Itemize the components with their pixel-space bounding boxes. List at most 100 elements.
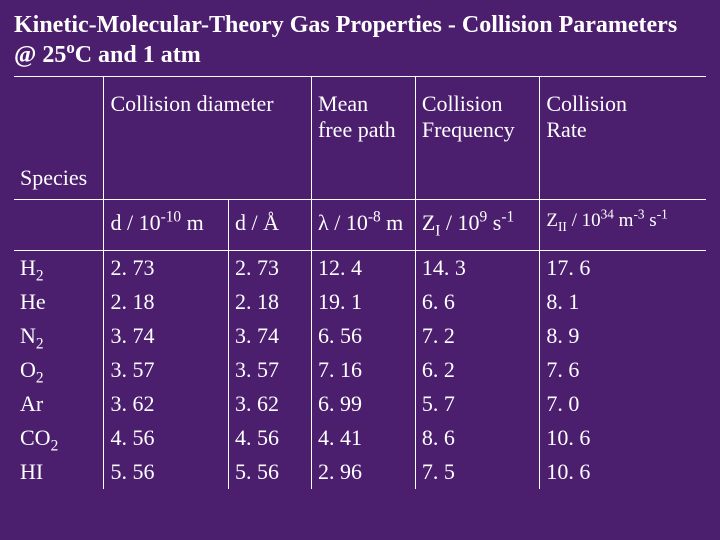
zii-mid3: s — [645, 210, 657, 231]
zi-prefix: Z — [422, 210, 435, 235]
cell-d-m: 2. 73 — [104, 251, 229, 286]
cell-zi: 7. 2 — [415, 319, 540, 353]
cell-species: HI — [14, 455, 104, 489]
cell-zii: 10. 6 — [540, 421, 706, 455]
cr-l2: Rate — [546, 117, 586, 142]
zii-prefix: Z — [546, 210, 558, 231]
title-line1: Kinetic-Molecular-Theory Gas Properties … — [14, 12, 677, 38]
units-lambda: λ / 10-8 m — [312, 200, 416, 251]
cell-zi: 14. 3 — [415, 251, 540, 286]
units-row: d / 10-10 m d / Å λ / 10-8 m ZI / 109 s-… — [14, 200, 706, 251]
units-zii: ZII / 1034 m-3 s-1 — [540, 200, 706, 251]
cell-zii: 7. 6 — [540, 353, 706, 387]
cell-zii: 8. 9 — [540, 319, 706, 353]
table-body: H22. 732. 7312. 414. 317. 6He2. 182. 181… — [14, 251, 706, 490]
lambda-sym: λ — [318, 210, 329, 235]
table-row: O23. 573. 577. 166. 27. 6 — [14, 353, 706, 387]
cell-zii: 10. 6 — [540, 455, 706, 489]
dm-prefix: d / 10 — [110, 210, 160, 235]
table-row: H22. 732. 7312. 414. 317. 6 — [14, 251, 706, 286]
table-row: He2. 182. 1819. 16. 68. 1 — [14, 285, 706, 319]
cell-lambda: 12. 4 — [312, 251, 416, 286]
table-row: CO24. 564. 564. 418. 610. 6 — [14, 421, 706, 455]
blank-under-cr — [540, 157, 706, 200]
title-line2-prefix: @ 25 — [14, 42, 66, 68]
cr-l1: Collision — [546, 91, 627, 116]
zii-mid2: m — [614, 210, 634, 231]
cell-species: N2 — [14, 319, 104, 353]
cell-d-m: 3. 74 — [104, 319, 229, 353]
cell-species: CO2 — [14, 421, 104, 455]
header-collision-frequency: Collision Frequency — [415, 77, 540, 158]
cell-d-m: 4. 56 — [104, 421, 229, 455]
lambda-mid: / 10 — [329, 210, 368, 235]
cf-l2: Frequency — [422, 117, 515, 142]
zi-suffix: s — [487, 210, 501, 235]
header-collision-diameter: Collision diameter — [104, 77, 312, 158]
cell-zi: 8. 6 — [415, 421, 540, 455]
lambda-suffix: m — [381, 210, 404, 235]
species-label-row: Species — [14, 157, 706, 200]
cell-lambda: 19. 1 — [312, 285, 416, 319]
cell-zi: 6. 6 — [415, 285, 540, 319]
cell-species: He — [14, 285, 104, 319]
cell-species: O2 — [14, 353, 104, 387]
table-row: N23. 743. 746. 567. 28. 9 — [14, 319, 706, 353]
dm-suffix: m — [181, 210, 204, 235]
header-group-row: Collision diameter Mean free path Collis… — [14, 77, 706, 158]
cell-d-a: 4. 56 — [229, 421, 312, 455]
table-row: HI5. 565. 562. 967. 510. 6 — [14, 455, 706, 489]
header-species: Species — [14, 157, 104, 200]
cell-lambda: 4. 41 — [312, 421, 416, 455]
cell-lambda: 6. 99 — [312, 387, 416, 421]
cell-species: H2 — [14, 251, 104, 286]
slide: Kinetic-Molecular-Theory Gas Properties … — [0, 0, 720, 540]
cell-zi: 6. 2 — [415, 353, 540, 387]
header-empty — [14, 77, 104, 158]
cell-zii: 7. 0 — [540, 387, 706, 421]
blank-under-diameter — [104, 157, 312, 200]
cf-l1: Collision — [422, 91, 503, 116]
collision-table: Collision diameter Mean free path Collis… — [14, 76, 706, 489]
mfp-l1: Mean — [318, 91, 368, 116]
header-collision-rate: Collision Rate — [540, 77, 706, 158]
cell-d-a: 3. 74 — [229, 319, 312, 353]
zi-mid: / 10 — [440, 210, 479, 235]
units-zi: ZI / 109 s-1 — [415, 200, 540, 251]
dm-exp: -10 — [161, 209, 182, 226]
cell-zii: 8. 1 — [540, 285, 706, 319]
units-d-m: d / 10-10 m — [104, 200, 229, 251]
blank-under-mfp — [312, 157, 416, 200]
cell-d-a: 2. 18 — [229, 285, 312, 319]
zi-exp2: -1 — [501, 209, 514, 226]
cell-zi: 5. 7 — [415, 387, 540, 421]
cell-d-a: 3. 57 — [229, 353, 312, 387]
zii-exp3: -1 — [657, 207, 668, 222]
cell-d-a: 5. 56 — [229, 455, 312, 489]
zii-mid: / 10 — [567, 210, 601, 231]
units-empty — [14, 200, 104, 251]
cell-zii: 17. 6 — [540, 251, 706, 286]
blank-under-cf — [415, 157, 540, 200]
cell-d-a: 3. 62 — [229, 387, 312, 421]
cell-zi: 7. 5 — [415, 455, 540, 489]
lambda-exp: -8 — [368, 209, 381, 226]
degree-superscript: o — [66, 38, 74, 57]
units-d-a: d / Å — [229, 200, 312, 251]
mfp-l2: free path — [318, 117, 396, 142]
cell-d-m: 2. 18 — [104, 285, 229, 319]
cell-d-m: 5. 56 — [104, 455, 229, 489]
header-mean-free-path: Mean free path — [312, 77, 416, 158]
zii-sub: II — [558, 219, 567, 234]
zii-exp: 34 — [601, 207, 614, 222]
zii-exp2: -3 — [633, 207, 644, 222]
cell-d-a: 2. 73 — [229, 251, 312, 286]
cell-lambda: 7. 16 — [312, 353, 416, 387]
table-row: Ar3. 623. 626. 995. 77. 0 — [14, 387, 706, 421]
slide-title: Kinetic-Molecular-Theory Gas Properties … — [14, 10, 706, 70]
cell-d-m: 3. 57 — [104, 353, 229, 387]
title-line2-suffix: C and 1 atm — [75, 42, 201, 68]
cell-lambda: 2. 96 — [312, 455, 416, 489]
cell-lambda: 6. 56 — [312, 319, 416, 353]
cell-d-m: 3. 62 — [104, 387, 229, 421]
